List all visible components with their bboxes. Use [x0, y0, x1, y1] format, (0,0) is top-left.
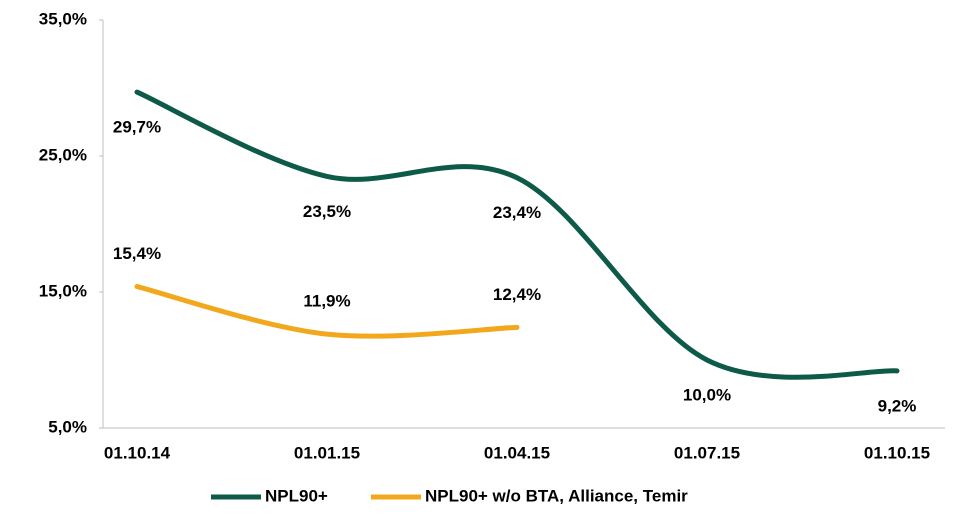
legend-label: NPL90+ w/o BTA, Alliance, Temir [425, 486, 688, 505]
data-label: 29,7% [113, 118, 161, 137]
data-label: 9,2% [878, 396, 917, 415]
y-tick-label: 25,0% [39, 145, 87, 164]
y-tick-label: 5,0% [48, 417, 87, 436]
series-line [134, 284, 520, 339]
y-tick-label: 35,0% [39, 9, 87, 28]
data-label: 10,0% [683, 385, 731, 404]
x-tick-label: 01.07.15 [674, 443, 740, 462]
data-label: 23,5% [303, 202, 351, 221]
data-label: 23,4% [493, 203, 541, 222]
x-tick-label: 01.04.15 [484, 443, 550, 462]
data-label: 15,4% [113, 244, 161, 263]
series-line [134, 89, 900, 380]
data-label: 11,9% [303, 292, 350, 311]
data-label: 12,4% [493, 285, 541, 304]
legend-label: NPL90+ [265, 486, 328, 505]
y-tick-label: 15,0% [39, 281, 87, 300]
x-tick-label: 01.01.15 [294, 443, 360, 462]
x-tick-label: 01.10.15 [864, 443, 930, 462]
x-tick-label: 01.10.14 [104, 443, 171, 462]
